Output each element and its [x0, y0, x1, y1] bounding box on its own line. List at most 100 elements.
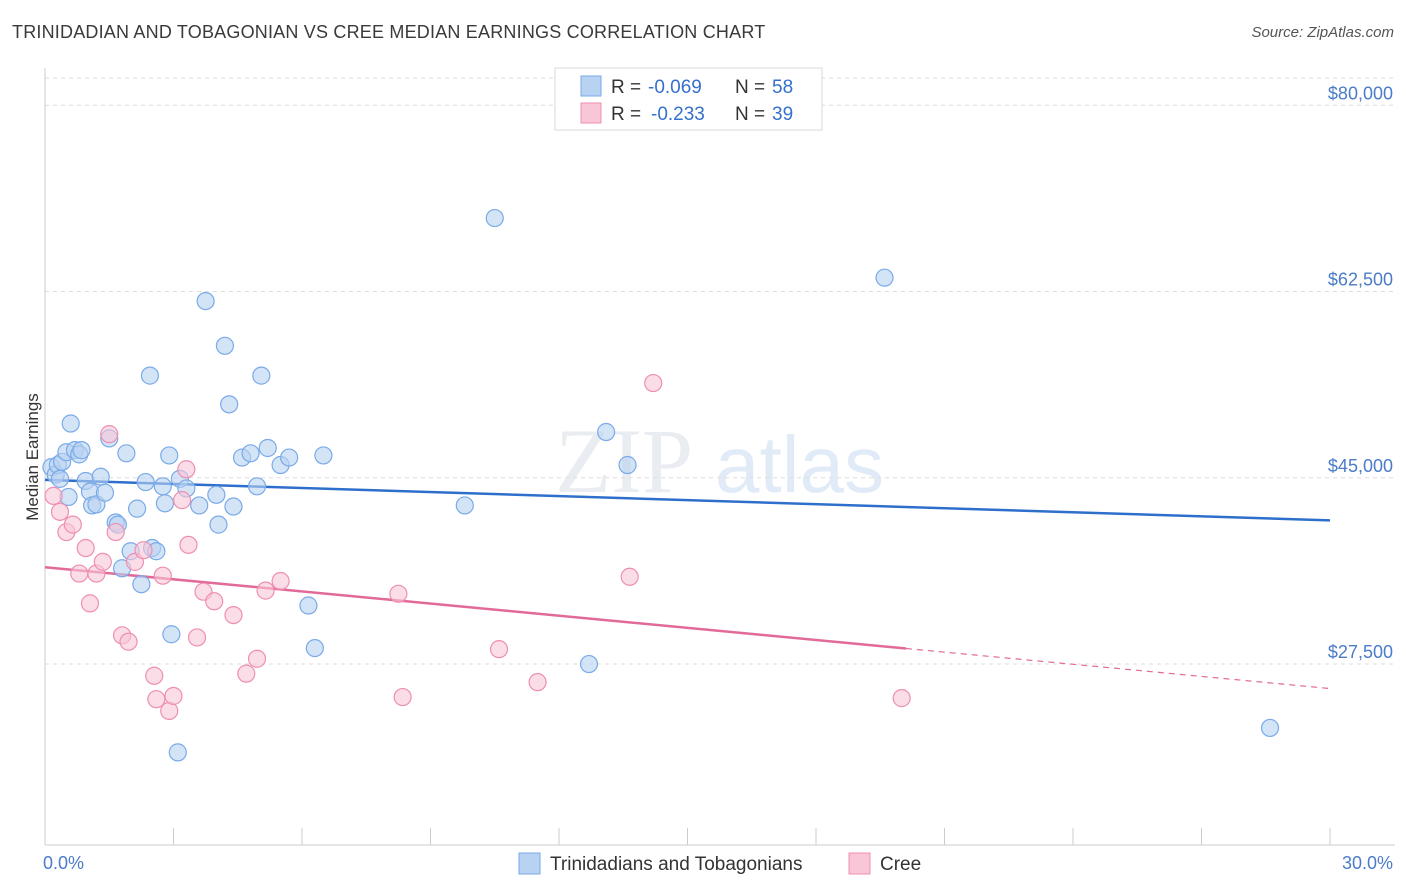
trinidadians-point	[241, 444, 260, 463]
y-tick-label: $27,500	[1328, 642, 1393, 662]
trinidadians-point	[247, 477, 267, 496]
legend-n-value-trinidadians: 58	[772, 77, 793, 98]
cree-point	[620, 567, 639, 586]
cree-point	[205, 592, 224, 611]
cree-point	[63, 515, 82, 534]
trinidadians-point	[162, 625, 181, 644]
legend-r-label-cree: R =	[611, 104, 641, 125]
cree-point	[50, 502, 70, 521]
trinidadians-point	[299, 596, 318, 615]
bottom-legend-swatch-trinidadians	[518, 852, 541, 875]
cree-point	[100, 425, 119, 444]
cree-point	[489, 640, 509, 659]
cree-point	[224, 605, 243, 625]
legend-swatch-cree	[580, 102, 602, 124]
trinidadians-point	[72, 441, 91, 460]
cree-point	[93, 552, 112, 571]
trinidadians-point	[305, 638, 324, 658]
trinidadians-point	[215, 336, 234, 355]
cree-point	[247, 649, 267, 668]
trinidadians-point	[61, 414, 80, 433]
cree-point	[147, 690, 166, 709]
cree-point	[256, 581, 275, 600]
cree-point	[393, 687, 412, 707]
watermark: ZIP atlas	[555, 410, 884, 512]
trinidadians-point	[579, 654, 599, 674]
y-tick-label: $62,500	[1328, 270, 1393, 290]
data-points	[42, 208, 1280, 762]
y-axis-label: Median Earnings	[23, 393, 42, 521]
trinidadians-point	[196, 292, 215, 311]
cree-point	[160, 701, 179, 720]
cree-point	[172, 491, 192, 510]
trinidadians-point	[160, 446, 179, 465]
trinidadians-point	[91, 467, 110, 486]
legend-n-label-cree: N =	[735, 104, 765, 125]
trinidadians-point	[875, 268, 894, 287]
trinidadians-point	[59, 487, 78, 507]
trinidadians-point	[220, 395, 239, 414]
cree-point	[187, 628, 207, 647]
trinidadians-point	[132, 575, 151, 594]
trinidadians-point	[618, 455, 637, 475]
cree-point	[80, 594, 100, 613]
trinidadians-point	[190, 496, 209, 515]
cree-point	[177, 460, 196, 479]
cree-point	[119, 632, 138, 651]
cree-point	[106, 522, 125, 542]
trend-line-cree	[44, 565, 907, 650]
y-tick-labels: $80,000 $62,500 $45,000 $27,500	[1328, 83, 1393, 662]
trinidadians-point	[50, 469, 70, 488]
x-axis-ticks	[173, 828, 1331, 845]
trinidadians-point	[252, 366, 271, 385]
cree-point	[179, 535, 198, 554]
trinidadians-point	[1260, 718, 1280, 738]
cree-point	[134, 541, 153, 560]
cree-point	[389, 584, 408, 603]
y-tick-label: $45,000	[1328, 456, 1393, 476]
trinidadians-point	[168, 743, 187, 762]
trinidadians-point	[95, 483, 115, 502]
trinidadians-point	[224, 497, 243, 516]
cree-point	[145, 666, 164, 685]
legend-r-value-cree: -0.233	[651, 104, 705, 125]
trinidadians-point	[155, 494, 175, 513]
y-tick-label: $80,000	[1328, 83, 1393, 103]
trinidadians-point	[153, 477, 172, 496]
trinidadians-point	[485, 208, 504, 228]
trend-line-extension-cree	[905, 647, 1331, 690]
series-legend: Trinidadians and Tobagonians Cree	[518, 852, 921, 875]
x-tick-label-left: 0.0%	[43, 853, 84, 873]
x-tick-label-right: 30.0%	[1342, 853, 1393, 873]
cree-point	[164, 686, 183, 706]
cree-point	[70, 564, 89, 583]
trinidadians-point	[209, 515, 228, 534]
trinidadians-point	[597, 422, 616, 442]
cree-point	[644, 373, 663, 393]
bottom-legend-label-trinidadians: Trinidadians and Tobagonians	[550, 854, 802, 875]
cree-point	[892, 689, 911, 708]
trinidadians-point	[207, 485, 226, 504]
legend-r-value-trinidadians: -0.069	[648, 77, 702, 98]
trinidadians-point	[127, 499, 147, 518]
cree-point	[271, 571, 290, 591]
legend-n-value-cree: 39	[772, 104, 793, 125]
stats-legend: R = -0.069 N = 58 R = -0.233 N = 39	[554, 67, 823, 131]
trinidadians-point	[455, 496, 474, 515]
gridlines	[45, 77, 1395, 665]
chart-title: TRINIDADIAN AND TOBAGONIAN VS CREE MEDIA…	[12, 22, 766, 42]
bottom-legend-swatch-cree	[848, 852, 871, 875]
trinidadians-point	[117, 444, 136, 463]
trinidadians-point	[280, 448, 299, 467]
legend-swatch-trinidadians	[580, 75, 602, 97]
cree-point	[44, 486, 63, 505]
trinidadians-point	[258, 438, 277, 458]
chart-source: Source: ZipAtlas.com	[1251, 24, 1394, 41]
cree-point	[153, 566, 172, 585]
trinidadians-point	[136, 472, 155, 492]
cree-point	[528, 673, 547, 692]
legend-r-label-trinidadians: R =	[611, 77, 641, 98]
cree-point	[76, 538, 95, 558]
trinidadians-point	[140, 366, 160, 385]
